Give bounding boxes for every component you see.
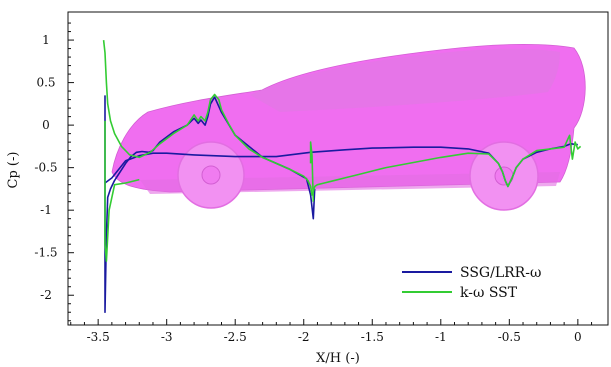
legend: SSG/LRR-ω k-ω SST bbox=[402, 265, 541, 301]
x-ticks: -3.5 -3 -2.5 -2 -1.5 -1 -0.5 0 bbox=[70, 319, 593, 344]
x-tick-label: -1 bbox=[435, 330, 447, 344]
y-tick-label: 1 bbox=[42, 33, 50, 47]
y-ticks: 1 0.5 0 -0.5 -1 -1.5 -2 bbox=[34, 22, 74, 322]
series-line-k-omega-sst-2 bbox=[309, 141, 315, 202]
x-tick-label: -2 bbox=[298, 330, 310, 344]
x-tick-label: -1.5 bbox=[361, 330, 384, 344]
x-tick-label: -2.5 bbox=[224, 330, 247, 344]
series-line-k-omega-sst-0 bbox=[102, 40, 582, 196]
y-tick-label: -2 bbox=[40, 288, 52, 302]
y-tick-label: 0.5 bbox=[36, 76, 55, 90]
car-windows bbox=[250, 48, 560, 112]
x-tick-label: 0 bbox=[574, 330, 582, 344]
x-tick-label: -3 bbox=[161, 330, 173, 344]
y-tick-label: 0 bbox=[42, 118, 50, 132]
y-tick-label: -1 bbox=[40, 203, 52, 217]
y-tick-label: -0.5 bbox=[34, 161, 57, 175]
series-layer bbox=[102, 40, 582, 314]
y-tick-label: -1.5 bbox=[34, 246, 57, 260]
x-tick-label: -0.5 bbox=[498, 330, 521, 344]
legend-label-sst: k-ω SST bbox=[460, 285, 518, 301]
x-axis-label: X/H (-) bbox=[316, 351, 360, 366]
front-wheel-hub bbox=[201, 165, 221, 185]
car-sill bbox=[140, 172, 560, 194]
legend-label-ssg: SSG/LRR-ω bbox=[460, 265, 541, 281]
x-tick-label: -3.5 bbox=[87, 330, 110, 344]
plot-frame bbox=[67, 11, 609, 326]
series-line-k-omega-sst-1 bbox=[104, 120, 140, 263]
car-silhouette-image bbox=[111, 43, 586, 211]
y-axis-label: Cp (-) bbox=[6, 152, 21, 189]
